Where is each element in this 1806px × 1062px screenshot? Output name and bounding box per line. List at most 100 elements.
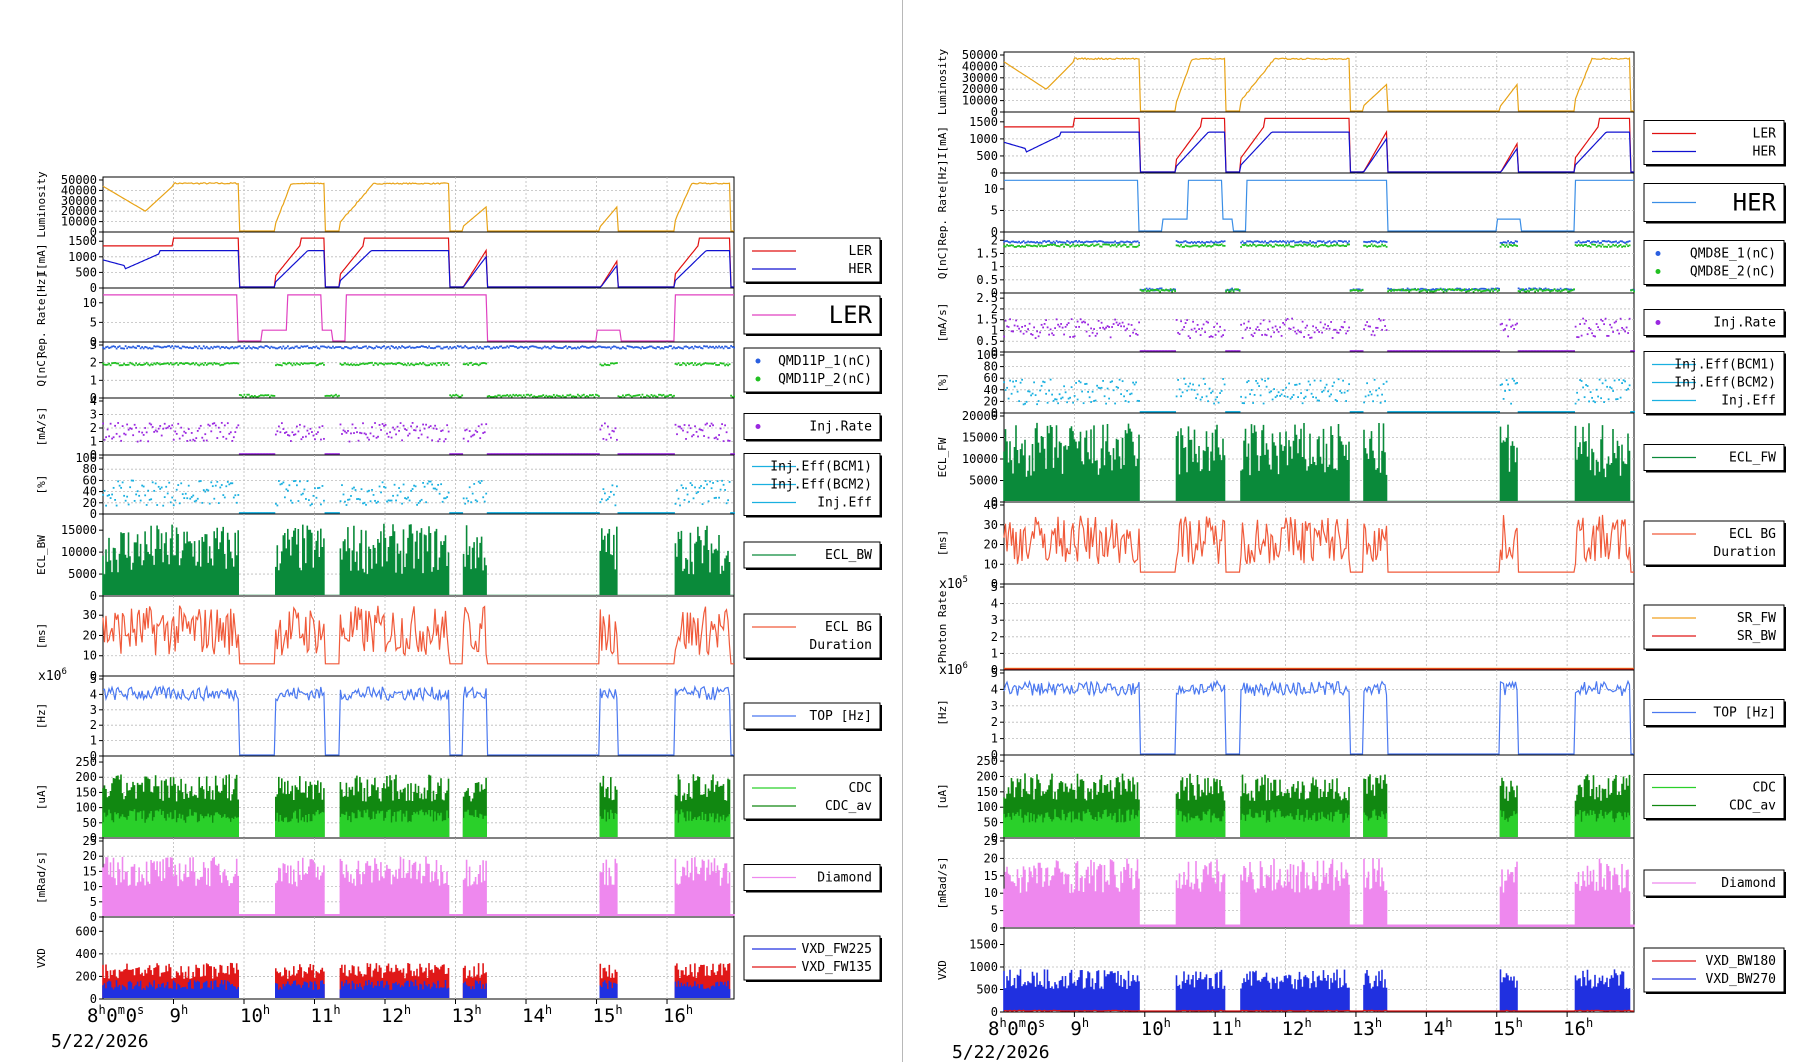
data-point xyxy=(1127,323,1130,326)
data-point xyxy=(235,346,238,349)
data-point xyxy=(390,362,393,365)
data-point xyxy=(264,512,267,514)
data-point xyxy=(564,453,567,455)
data-point xyxy=(1550,350,1553,352)
data-point xyxy=(219,364,222,367)
data-point xyxy=(1094,399,1097,402)
data-point xyxy=(106,428,109,431)
data-point xyxy=(579,395,582,398)
data-point xyxy=(635,346,638,348)
data-point xyxy=(315,496,318,499)
data-point xyxy=(1226,411,1229,413)
data-point xyxy=(1267,328,1269,331)
data-point xyxy=(467,500,470,502)
data-point xyxy=(438,438,441,441)
data-point xyxy=(491,453,494,455)
data-point xyxy=(1441,288,1443,291)
data-point xyxy=(1169,350,1172,352)
data-point xyxy=(1085,330,1088,333)
data-point xyxy=(286,345,289,348)
data-point xyxy=(1499,384,1502,386)
data-point xyxy=(599,363,602,366)
data-point xyxy=(189,363,192,366)
data-point xyxy=(1045,392,1047,395)
data-point xyxy=(1241,244,1244,246)
data-point xyxy=(277,480,280,482)
data-point xyxy=(1139,411,1142,413)
data-point xyxy=(1448,411,1451,413)
data-point xyxy=(273,453,276,455)
data-point xyxy=(497,394,500,397)
data-point xyxy=(1334,399,1337,401)
data-point xyxy=(1172,288,1175,291)
data-point xyxy=(1354,411,1356,413)
data-point xyxy=(1478,289,1481,292)
data-point xyxy=(121,364,124,367)
data-point xyxy=(1024,402,1026,405)
data-point xyxy=(414,346,417,349)
data-point xyxy=(318,426,321,429)
data-point xyxy=(336,395,339,398)
data-point xyxy=(1571,350,1574,352)
data-point xyxy=(471,434,474,437)
data-point xyxy=(238,394,241,396)
data-point xyxy=(216,362,219,365)
data-point xyxy=(1312,396,1314,398)
data-point xyxy=(344,430,346,433)
data-point xyxy=(1172,350,1175,352)
data-point xyxy=(336,512,339,514)
y-tick-label: 20 xyxy=(83,496,97,510)
data-point xyxy=(127,345,130,348)
data-point xyxy=(1295,383,1298,386)
data-point xyxy=(588,512,591,514)
y-tick-label: 500 xyxy=(976,149,998,163)
data-point xyxy=(467,347,470,350)
data-point xyxy=(1051,332,1053,335)
data-point xyxy=(1378,241,1380,244)
data-point xyxy=(368,438,370,441)
data-point xyxy=(1087,240,1089,243)
data-point xyxy=(294,480,297,482)
data-point xyxy=(429,362,432,365)
data-point xyxy=(1061,241,1064,244)
data-point xyxy=(1283,245,1286,248)
data-point xyxy=(707,436,710,439)
data-point xyxy=(336,346,339,349)
data-point xyxy=(561,347,564,349)
data-point xyxy=(1186,389,1188,392)
data-point xyxy=(381,345,384,348)
data-point xyxy=(1460,411,1463,413)
y-tick-label: 50000 xyxy=(61,173,97,187)
data-point xyxy=(1268,240,1271,243)
data-point xyxy=(192,494,195,497)
data-point xyxy=(1312,244,1314,247)
data-point xyxy=(1420,411,1422,413)
data-point xyxy=(1445,288,1448,291)
y-axis-label: VXD xyxy=(936,960,949,980)
data-point xyxy=(1250,333,1253,336)
data-point xyxy=(1361,411,1364,413)
data-point xyxy=(1133,328,1136,331)
data-point xyxy=(1322,244,1325,247)
x-tick-label: 12h xyxy=(381,1003,411,1027)
data-point xyxy=(1406,289,1409,292)
data-point xyxy=(1166,411,1169,413)
data-point xyxy=(730,345,732,347)
y-tick-label: 3 xyxy=(90,703,97,717)
data-point xyxy=(1018,245,1020,247)
data-point xyxy=(1586,240,1589,242)
data-point xyxy=(482,347,485,350)
data-point xyxy=(247,345,250,348)
data-point xyxy=(289,362,292,365)
series-line xyxy=(1003,57,1634,112)
data-point xyxy=(1226,288,1229,291)
data-point xyxy=(302,436,304,439)
data-point xyxy=(320,438,322,441)
data-point xyxy=(235,426,238,429)
data-point xyxy=(537,512,540,514)
data-point xyxy=(563,512,566,514)
data-point xyxy=(470,501,473,504)
data-point xyxy=(286,434,289,436)
data-point xyxy=(525,393,528,396)
data-point xyxy=(1241,337,1244,339)
